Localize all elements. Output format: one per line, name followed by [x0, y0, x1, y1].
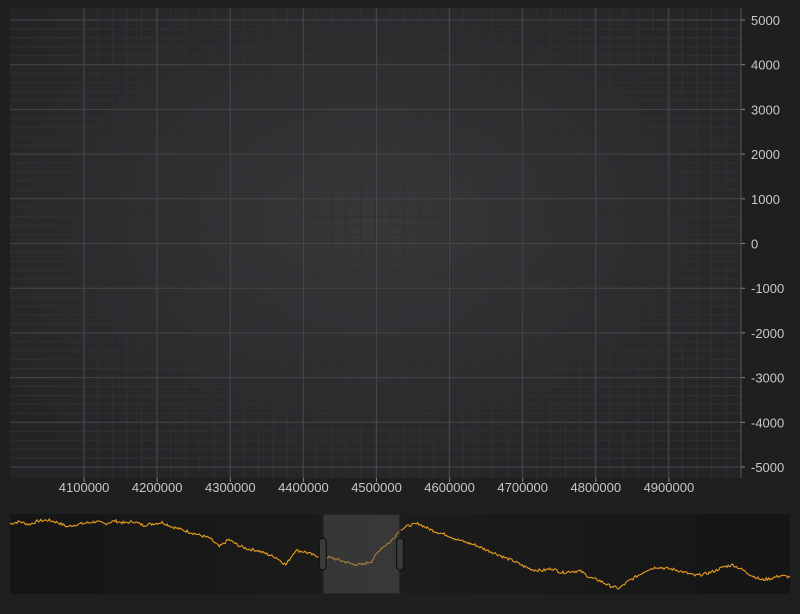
- y-tick-label: 4000: [751, 58, 780, 73]
- y-axis: 5000 4000 3000 2000 1000 0 -1000 -2000 -3000 -400…: [740, 8, 784, 478]
- y-tick-label: -4000: [751, 415, 784, 430]
- overview-navigator[interactable]: [9, 513, 791, 595]
- x-tick-label: 4800000: [570, 480, 621, 495]
- overview-selection-window[interactable]: [322, 513, 401, 595]
- x-tick-label: 4600000: [424, 480, 475, 495]
- x-tick-label: 4700000: [497, 480, 548, 495]
- overview-right-handle[interactable]: [395, 537, 405, 571]
- x-tick-label: 4100000: [59, 480, 110, 495]
- y-tick-label: 5000: [751, 13, 780, 28]
- y-tick-label: -5000: [751, 460, 784, 475]
- y-tick-label: 0: [751, 237, 758, 252]
- major-grid: [10, 8, 741, 478]
- x-tick-label: 4400000: [278, 480, 329, 495]
- overview-left-handle[interactable]: [318, 537, 327, 571]
- x-tick-label: 4300000: [205, 480, 256, 495]
- y-tick-label: 2000: [751, 147, 780, 162]
- x-tick-label: 4200000: [132, 480, 183, 495]
- y-tick-label: 3000: [751, 102, 780, 117]
- x-axis: 4100000 4200000 4300000 4400000 4500000 46000…: [59, 478, 694, 495]
- y-tick-label: -3000: [751, 371, 784, 386]
- y-tick-label: 1000: [751, 192, 780, 207]
- x-tick-label: 4900000: [644, 480, 695, 495]
- y-tick-label: -1000: [751, 281, 784, 296]
- y-tick-label: -2000: [751, 326, 784, 341]
- x-tick-label: 4500000: [351, 480, 402, 495]
